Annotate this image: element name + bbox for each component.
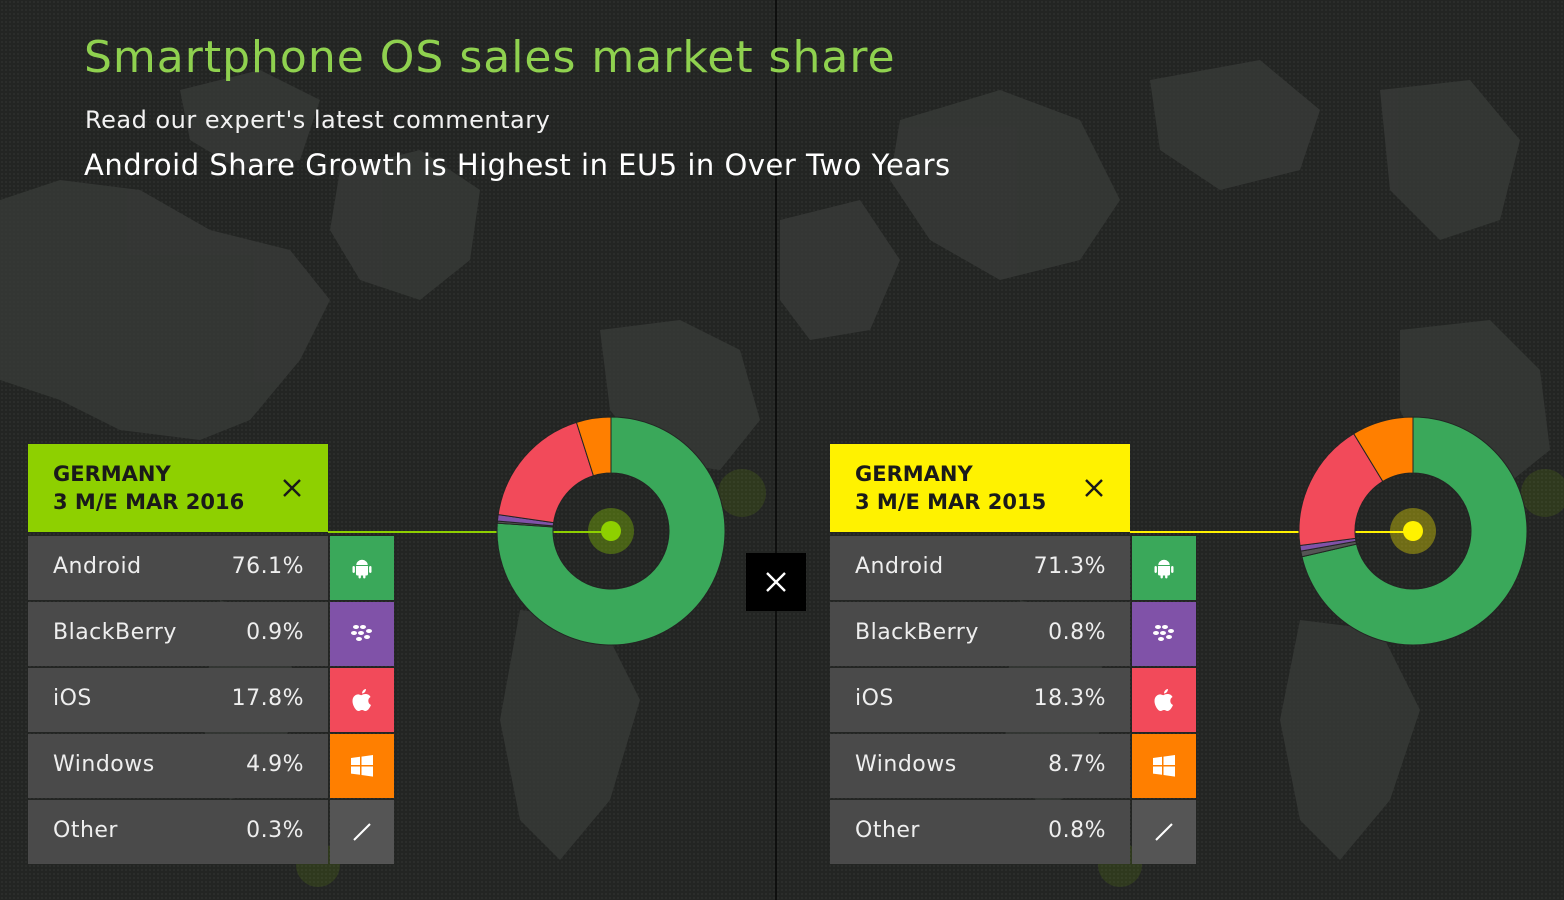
windows-icon bbox=[330, 734, 394, 798]
donut-slice-windows[interactable] bbox=[575, 416, 612, 477]
region-label: GERMANY bbox=[855, 462, 973, 486]
os-share-value: 18.3% bbox=[1033, 686, 1106, 711]
row-cell: BlackBerry 0.8% bbox=[830, 602, 1130, 666]
donut-slice-windows[interactable] bbox=[1353, 416, 1414, 483]
table-row[interactable]: Windows 8.7% bbox=[830, 734, 1196, 798]
os-name: Windows bbox=[855, 752, 957, 777]
os-share-value: 17.8% bbox=[231, 686, 304, 711]
os-share-value: 0.3% bbox=[246, 818, 304, 843]
period-label: 3 M/E MAR 2016 bbox=[53, 490, 245, 514]
os-share-table: Android 71.3% BlackBerry 0.8% iOS 18.3% Window… bbox=[830, 536, 1196, 866]
slash-icon bbox=[330, 800, 394, 864]
panel-header-text: GERMANY 3 M/E MAR 2016 bbox=[53, 460, 244, 516]
period-label: 3 M/E MAR 2015 bbox=[855, 490, 1047, 514]
row-cell: Windows 8.7% bbox=[830, 734, 1130, 798]
commentary-headline-link[interactable]: Android Share Growth is Highest in EU5 i… bbox=[84, 148, 951, 182]
os-name: Android bbox=[53, 554, 142, 579]
slash-icon bbox=[1132, 800, 1196, 864]
os-name: Other bbox=[53, 818, 118, 843]
os-name: iOS bbox=[855, 686, 894, 711]
location-marker[interactable] bbox=[1403, 521, 1423, 541]
table-row[interactable]: Android 71.3% bbox=[830, 536, 1196, 600]
panel-header-text: GERMANY 3 M/E MAR 2015 bbox=[855, 460, 1046, 516]
row-cell: Other 0.8% bbox=[830, 800, 1130, 864]
table-row[interactable]: Android 76.1% bbox=[28, 536, 394, 600]
connector-line bbox=[1130, 531, 1412, 533]
os-share-value: 0.8% bbox=[1048, 620, 1106, 645]
row-cell: Android 76.1% bbox=[28, 536, 328, 600]
os-name: BlackBerry bbox=[53, 620, 177, 645]
row-cell: Other 0.3% bbox=[28, 800, 328, 864]
location-marker[interactable] bbox=[601, 521, 621, 541]
panel-header: GERMANY 3 M/E MAR 2016 bbox=[28, 444, 328, 532]
split-divider bbox=[775, 0, 777, 900]
commentary-intro: Read our expert's latest commentary bbox=[85, 106, 551, 134]
os-name: BlackBerry bbox=[855, 620, 979, 645]
donut-slice-ios[interactable] bbox=[497, 421, 595, 524]
os-name: Windows bbox=[53, 752, 155, 777]
donut-slice-android[interactable] bbox=[496, 416, 726, 646]
os-share-value: 0.9% bbox=[246, 620, 304, 645]
connector-line bbox=[328, 531, 610, 533]
close-icon[interactable] bbox=[280, 476, 304, 500]
region-label: GERMANY bbox=[53, 462, 171, 486]
row-cell: Windows 4.9% bbox=[28, 734, 328, 798]
donut-slice-android[interactable] bbox=[1301, 416, 1528, 646]
panel-header: GERMANY 3 M/E MAR 2015 bbox=[830, 444, 1130, 532]
row-cell: Android 71.3% bbox=[830, 536, 1130, 600]
table-row[interactable]: Windows 4.9% bbox=[28, 734, 394, 798]
table-row[interactable]: iOS 18.3% bbox=[830, 668, 1196, 732]
os-name: Other bbox=[855, 818, 920, 843]
windows-icon bbox=[1132, 734, 1196, 798]
row-cell: BlackBerry 0.9% bbox=[28, 602, 328, 666]
os-share-value: 76.1% bbox=[231, 554, 304, 579]
android-icon bbox=[330, 536, 394, 600]
close-icon[interactable] bbox=[1082, 476, 1106, 500]
page-title: Smartphone OS sales market share bbox=[84, 32, 896, 83]
row-cell: iOS 18.3% bbox=[830, 668, 1130, 732]
os-name: Android bbox=[855, 554, 944, 579]
table-row[interactable]: iOS 17.8% bbox=[28, 668, 394, 732]
apple-icon bbox=[330, 668, 394, 732]
os-share-value: 0.8% bbox=[1048, 818, 1106, 843]
os-share-value: 4.9% bbox=[246, 752, 304, 777]
table-row[interactable]: BlackBerry 0.9% bbox=[28, 602, 394, 666]
donut-chart-2015 bbox=[1298, 416, 1528, 646]
android-icon bbox=[1132, 536, 1196, 600]
compare-close-button[interactable] bbox=[746, 553, 806, 611]
donut-chart-2016 bbox=[496, 416, 726, 646]
blackberry-icon bbox=[330, 602, 394, 666]
table-row[interactable]: BlackBerry 0.8% bbox=[830, 602, 1196, 666]
table-row[interactable]: Other 0.8% bbox=[830, 800, 1196, 864]
apple-icon bbox=[1132, 668, 1196, 732]
row-cell: iOS 17.8% bbox=[28, 668, 328, 732]
blackberry-icon bbox=[1132, 602, 1196, 666]
os-share-value: 71.3% bbox=[1033, 554, 1106, 579]
table-row[interactable]: Other 0.3% bbox=[28, 800, 394, 864]
os-name: iOS bbox=[53, 686, 92, 711]
close-icon bbox=[766, 572, 786, 592]
os-share-value: 8.7% bbox=[1048, 752, 1106, 777]
os-share-table: Android 76.1% BlackBerry 0.9% iOS 17.8% Window… bbox=[28, 536, 394, 866]
